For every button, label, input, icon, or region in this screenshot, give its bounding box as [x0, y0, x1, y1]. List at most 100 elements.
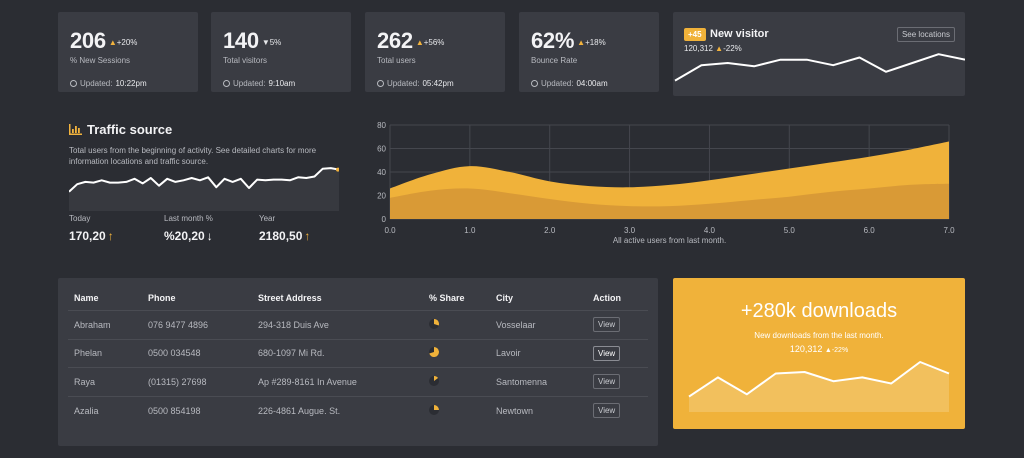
x-tick-label: 2.0 — [544, 226, 556, 235]
updated-label: Updated: — [387, 79, 420, 88]
downloads-spark-fill — [689, 362, 949, 412]
x-tick-label: 4.0 — [704, 226, 716, 235]
x-tick-label: 3.0 — [624, 226, 636, 235]
updated-time: 9:10am — [268, 79, 296, 88]
column-header-phone: Phone — [148, 293, 176, 303]
traffic-source-description: Total users from the beginning of activi… — [69, 146, 317, 166]
stat-label: Total users — [377, 56, 416, 65]
pie-slice — [429, 347, 439, 358]
stat-label: % New Sessions — [70, 56, 131, 65]
pie-slice — [434, 318, 439, 326]
cell-share — [423, 395, 490, 425]
stat-card-new-sessions: 206 ▲+20% % New Sessions Updated: 10:22pm — [58, 12, 198, 92]
cell-address: 294-318 Duis Ave — [252, 310, 423, 339]
view-button[interactable]: View — [593, 317, 621, 333]
updated-label: Updated: — [541, 79, 574, 88]
stat-card-total-users: 262 ▲+56% Total users Updated: 05:42pm — [365, 12, 505, 92]
view-button[interactable]: View — [593, 345, 621, 361]
cell-name: Raya — [68, 367, 142, 396]
stat-change: +56% — [423, 38, 445, 47]
downloads-stats: 120,312 ▲-22% — [673, 344, 965, 354]
arrow-up-icon: ↑ — [107, 229, 114, 243]
stat-value: 140 — [223, 28, 259, 53]
share-pie-icon — [429, 375, 439, 386]
table-row: Phelan 0500 034548 680-1097 Mi Rd. Lavoi… — [68, 338, 648, 368]
arrow-down-icon: ↓ — [206, 229, 213, 243]
cell-address: 680-1097 Mi Rd. — [252, 338, 423, 368]
cell-phone: 0500 034548 — [142, 338, 252, 368]
share-pie-icon — [429, 347, 439, 358]
new-visitor-card: +45 New visitor 120,312 ▲-22% See locati… — [673, 12, 965, 96]
clock-icon — [531, 80, 538, 87]
clock-icon — [223, 80, 230, 87]
clock-icon — [377, 80, 384, 87]
updated-label: Updated: — [233, 79, 266, 88]
y-tick-label: 80 — [377, 121, 386, 130]
stat-value: 262 — [377, 28, 413, 53]
stat-card-total-visitors: 140 ▼5% Total visitors Updated: 9:10am — [211, 12, 351, 92]
new-visitor-sparkline — [674, 53, 965, 82]
share-pie-icon — [429, 404, 439, 415]
downloads-value: 120,312 — [789, 344, 823, 354]
traffic-stat-value: 170,20 — [69, 229, 106, 243]
cell-action: View — [587, 395, 648, 425]
x-tick-label: 6.0 — [864, 226, 876, 235]
table-header-row: Name Phone Street Address % Share City A… — [68, 288, 648, 311]
triangle-up-icon: ▲ — [715, 44, 724, 53]
traffic-stat-value: 2180,50 — [259, 229, 303, 243]
cell-action: View — [587, 367, 648, 396]
traffic-spark-line — [69, 167, 339, 193]
share-pie-icon — [429, 318, 439, 329]
cell-share — [423, 310, 490, 339]
active-users-area-chart: 0 20 40 60 80 0.0 1.0 2.0 3.0 4.0 5.0 6.0 7.0 All act… — [377, 121, 955, 245]
visitor-spark-line — [674, 53, 965, 82]
cell-phone: 0500 854198 — [142, 395, 252, 425]
table-row: Abraham 076 9477 4896 294-318 Duis Ave V… — [68, 310, 648, 339]
view-button[interactable]: View — [593, 403, 621, 418]
downloads-card: +280k downloads New downloads from the l… — [673, 278, 965, 429]
traffic-spark-fill — [69, 168, 339, 211]
cell-share — [423, 338, 490, 368]
column-header-name: Name — [74, 293, 99, 303]
cell-share — [423, 367, 490, 396]
column-header-share: % Share — [429, 293, 465, 303]
y-tick-label: 60 — [377, 145, 386, 154]
triangle-up-icon: ▲ — [577, 38, 586, 47]
new-visitor-value: 120,312 — [684, 44, 713, 53]
triangle-up-icon: ▲ — [108, 38, 117, 47]
stat-card-bounce-rate: 62% ▲+18% Bounce Rate Updated: 04:00am — [519, 12, 659, 92]
x-axis-label: All active users from last month. — [613, 236, 726, 245]
stat-change: +18% — [585, 38, 606, 47]
traffic-stat-label: Year — [259, 214, 276, 223]
downloads-title: +280k downloads — [740, 300, 898, 322]
y-tick-label: 20 — [377, 192, 386, 201]
cell-action: View — [587, 338, 648, 368]
new-visitor-change: -22% — [723, 44, 742, 53]
downloads-change: -22% — [831, 347, 849, 354]
see-locations-button[interactable]: See locations — [896, 27, 955, 42]
users-table-card: Name Phone Street Address % Share City A… — [58, 278, 658, 446]
downloads-subtitle: New downloads from the last month. — [754, 331, 884, 340]
new-visitor-stats: 120,312 ▲-22% — [684, 44, 742, 53]
table-row: Raya (01315) 27698 Ap #289-8161 In Avenu… — [68, 367, 648, 396]
pie-slice — [434, 375, 439, 381]
new-visitor-title: New visitor — [710, 28, 769, 40]
x-tick-label: 0.0 — [384, 226, 396, 235]
traffic-source-title: Traffic source — [87, 122, 173, 137]
area-series-2 — [390, 183, 949, 219]
cell-city: Santomenna — [490, 367, 587, 396]
users-table: Name Phone Street Address % Share City A… — [68, 288, 648, 425]
triangle-up-icon: ▲ — [824, 347, 832, 354]
downloads-spark-line — [688, 361, 950, 398]
cell-action: View — [587, 310, 648, 339]
stat-label: Bounce Rate — [531, 56, 578, 65]
triangle-up-icon: ▲ — [415, 38, 424, 47]
stat-change: +20% — [116, 38, 138, 47]
view-button[interactable]: View — [593, 374, 621, 390]
updated-time: 05:42pm — [422, 79, 454, 88]
updated-label: Updated: — [80, 79, 113, 88]
traffic-sparkline — [69, 167, 339, 211]
x-tick-label: 7.0 — [943, 226, 955, 235]
column-header-action: Action — [593, 293, 621, 303]
x-tick-label: 1.0 — [464, 226, 476, 235]
